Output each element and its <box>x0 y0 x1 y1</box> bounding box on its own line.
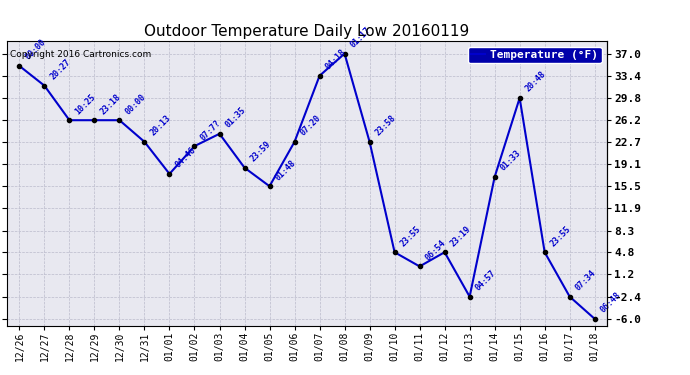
Text: 00:00: 00:00 <box>124 92 148 116</box>
Text: 01:33: 01:33 <box>499 149 523 173</box>
Text: 20:13: 20:13 <box>148 114 172 138</box>
Text: 01:17: 01:17 <box>348 26 373 50</box>
Text: 23:55: 23:55 <box>549 224 573 248</box>
Title: Outdoor Temperature Daily Low 20160119: Outdoor Temperature Daily Low 20160119 <box>144 24 470 39</box>
Text: 04:18: 04:18 <box>324 48 348 72</box>
Text: 20:48: 20:48 <box>524 70 548 94</box>
Legend: Temperature (°F): Temperature (°F) <box>468 47 602 63</box>
Text: Copyright 2016 Cartronics.com: Copyright 2016 Cartronics.com <box>10 50 151 59</box>
Text: 20:27: 20:27 <box>48 57 72 81</box>
Text: 00:00: 00:00 <box>23 38 48 62</box>
Text: 23:59: 23:59 <box>248 140 273 164</box>
Text: 04:46: 04:46 <box>174 146 198 170</box>
Text: 04:57: 04:57 <box>474 268 498 292</box>
Text: 01:48: 01:48 <box>274 158 298 182</box>
Text: 01:35: 01:35 <box>224 106 248 130</box>
Text: 23:18: 23:18 <box>99 92 123 116</box>
Text: 06:54: 06:54 <box>424 238 448 262</box>
Text: 23:58: 23:58 <box>374 114 398 138</box>
Text: 07:20: 07:20 <box>299 114 323 138</box>
Text: 06:48: 06:48 <box>599 291 623 315</box>
Text: 10:25: 10:25 <box>74 92 98 116</box>
Text: 07:7?: 07:7? <box>199 118 223 142</box>
Text: 07:34: 07:34 <box>574 268 598 292</box>
Text: 23:19: 23:19 <box>448 224 473 248</box>
Text: 23:55: 23:55 <box>399 224 423 248</box>
